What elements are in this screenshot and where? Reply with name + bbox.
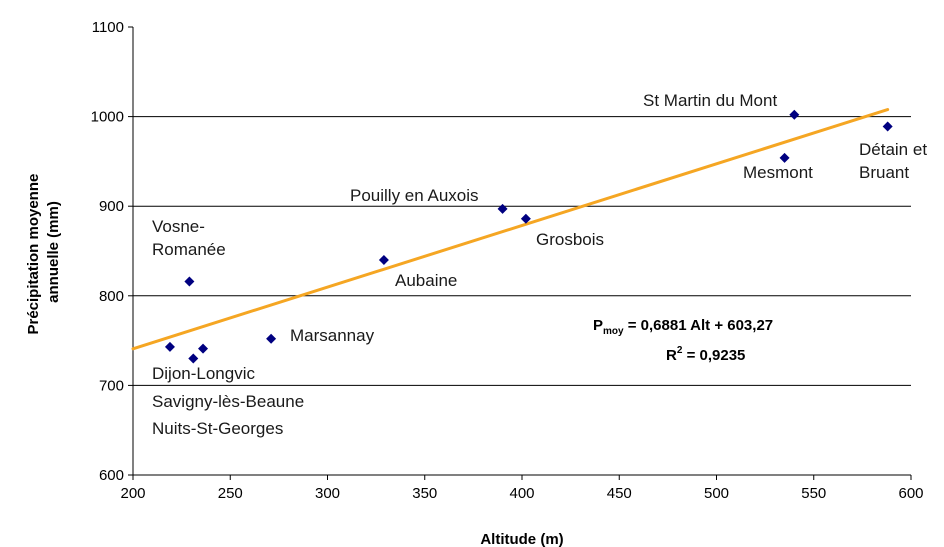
point-label-7: Grosbois <box>536 230 604 249</box>
point-label-1-line-0: Marsannay <box>290 326 375 345</box>
point-label-0-line-1: Romanée <box>152 240 226 259</box>
y-tick-label-1100: 1100 <box>92 19 124 36</box>
data-points <box>164 109 893 364</box>
y-axis-title-line-2: annuelle (mm) <box>45 201 62 303</box>
point-label-10-line-0: Détain et <box>859 140 927 159</box>
x-tick-label-200: 200 <box>120 485 145 502</box>
data-point-9 <box>789 109 800 120</box>
data-point-10 <box>882 121 893 132</box>
x-tick-label-500: 500 <box>704 485 729 502</box>
y-ticks: 600 700 800 900 1000 1100 <box>91 19 133 484</box>
y-axis-title-line-1: Précipitation moyenne <box>25 174 42 335</box>
trendline <box>131 108 890 351</box>
data-point-3 <box>198 343 209 354</box>
point-label-4-line-0: Nuits-St-Georges <box>152 419 283 438</box>
data-point-6 <box>497 203 508 214</box>
x-tick-label-550: 550 <box>801 485 826 502</box>
x-tick-label-600: 600 <box>898 485 923 502</box>
y-tick-label-900: 900 <box>99 198 124 215</box>
data-point-1 <box>184 276 195 287</box>
point-label-4: Nuits-St-Georges <box>152 419 283 438</box>
point-label-3-line-0: Savigny-lès-Beaune <box>152 392 304 411</box>
point-label-10: Détain et Bruant <box>859 140 927 182</box>
data-point-7 <box>520 213 531 224</box>
x-tick-label-250: 250 <box>218 485 243 502</box>
data-point-5 <box>378 254 389 265</box>
equation-text: Pmoy = 0,6881 Alt + 603,27 <box>593 317 773 337</box>
point-label-5: Aubaine <box>395 271 457 290</box>
point-label-3: Savigny-lès-Beaune <box>152 392 304 411</box>
y-tick-label-700: 700 <box>99 377 124 394</box>
data-point-2 <box>188 353 199 364</box>
point-label-9: St Martin du Mont <box>643 91 777 110</box>
x-tick-label-300: 300 <box>315 485 340 502</box>
y-axis-title: Précipitation moyenne annuelle (mm) <box>25 169 62 334</box>
point-label-8: Mesmont <box>743 163 813 182</box>
point-label-8-line-0: Mesmont <box>743 163 813 182</box>
point-label-0-line-0: Vosne- <box>152 217 205 236</box>
point-label-0: Vosne- Romanée <box>152 217 226 259</box>
x-ticks: 200 250 300 350 400 450 500 550 600 <box>120 475 924 502</box>
point-label-5-line-0: Aubaine <box>395 271 457 290</box>
data-point-0 <box>164 341 175 352</box>
point-label-9-line-0: St Martin du Mont <box>643 91 777 110</box>
point-label-7-line-0: Grosbois <box>536 230 604 249</box>
y-tick-label-600: 600 <box>99 467 124 484</box>
x-tick-label-450: 450 <box>607 485 632 502</box>
point-label-6-line-0: Pouilly en Auxois <box>350 186 479 205</box>
point-label-2-line-0: Dijon-Longvic <box>152 364 255 383</box>
x-tick-label-350: 350 <box>412 485 437 502</box>
point-label-1: Marsannay <box>290 326 375 345</box>
point-label-2: Dijon-Longvic <box>152 364 255 383</box>
data-point-8 <box>779 152 790 163</box>
x-tick-label-400: 400 <box>509 485 534 502</box>
point-labels: Vosne- Romanée Marsannay Dijon-Longvic Savig… <box>152 91 927 438</box>
x-axis-title: Altitude (m) <box>480 531 563 547</box>
y-tick-label-800: 800 <box>99 288 124 305</box>
point-label-6: Pouilly en Auxois <box>350 186 479 205</box>
r-squared-text: R2 = 0,9235 <box>666 345 745 364</box>
y-tick-label-1000: 1000 <box>91 109 124 126</box>
data-point-4 <box>266 333 277 344</box>
gridlines <box>133 116 911 386</box>
point-label-10-line-1: Bruant <box>859 163 909 182</box>
